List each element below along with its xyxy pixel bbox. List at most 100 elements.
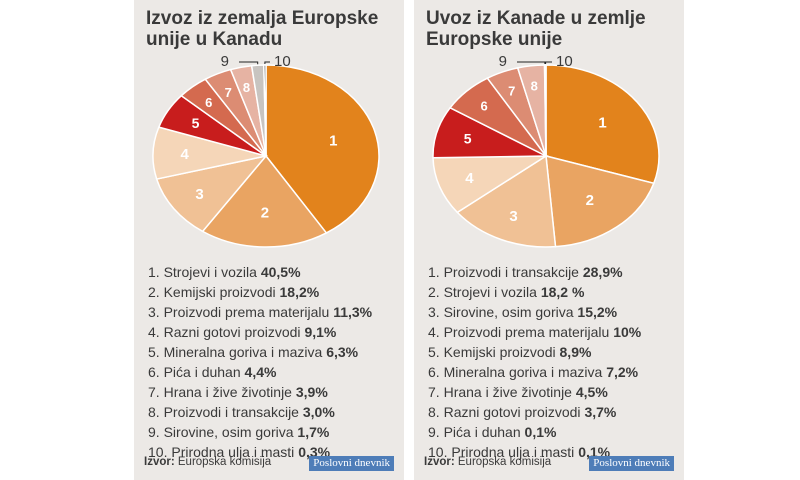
legend-category: Strojevi i vozila	[163, 264, 261, 280]
legend-category: Sirovine, osim goriva	[443, 304, 578, 320]
legend-value: 18,2 %	[540, 284, 585, 300]
slice-label-8: 8	[243, 80, 250, 95]
legend-item-4: 4. Razni gotovi proizvodi 9,1%	[148, 322, 372, 342]
legend-category: Prirodna ulja i masti	[171, 444, 299, 460]
export-source: Izvor: Europska komisija	[144, 456, 271, 468]
legend-value: 6,3%	[326, 344, 359, 360]
legend-index: 2.	[148, 284, 164, 300]
legend-item-7: 7. Hrana i žive životinje 3,9%	[148, 382, 372, 402]
slice-label-6: 6	[480, 99, 487, 114]
export-panel: Izvoz iz zemalja Europske unije u Kanadu…	[134, 0, 404, 480]
brand-logo: Poslovni dnevnik	[589, 456, 674, 471]
pie-slice-2	[201, 154, 328, 248]
legend-category: Pića i duhan	[443, 424, 525, 440]
pie-slice-4	[432, 155, 549, 214]
legend-index: 6.	[428, 364, 444, 380]
legend-index: 3.	[148, 304, 164, 320]
import-legend: 1. Proizvodi i transakcije 28,9% 2. Stroj…	[428, 262, 641, 462]
leader-line-10	[264, 61, 270, 64]
leader-line-9	[239, 61, 259, 65]
legend-value: 1,7%	[297, 424, 330, 440]
legend-category: Kemijski proizvodi	[443, 344, 560, 360]
legend-value: 28,9%	[582, 264, 623, 280]
slice-label-5: 5	[192, 115, 200, 131]
legend-item-8: 8. Razni gotovi proizvodi 3,7%	[428, 402, 641, 422]
legend-category: Proizvodi prema materijalu	[443, 324, 614, 340]
legend-category: Proizvodi i transakcije	[163, 404, 303, 420]
legend-value: 0,1%	[524, 424, 557, 440]
legend-index: 9.	[148, 424, 164, 440]
legend-value: 18,2%	[279, 284, 320, 300]
slice-label-2: 2	[261, 204, 269, 221]
legend-item-7: 7. Hrana i žive životinje 4,5%	[428, 382, 641, 402]
legend-category: Proizvodi prema materijalu	[163, 304, 334, 320]
legend-value: 15,2%	[577, 304, 618, 320]
brand-logo: Poslovni dnevnik	[309, 456, 394, 471]
slice-label-9: 9	[221, 53, 229, 70]
export-chart-title: Izvoz iz zemalja Europske unije u Kanadu	[146, 8, 379, 50]
legend-index: 1.	[428, 264, 444, 280]
legend-item-5: 5. Kemijski proizvodi 8,9%	[428, 342, 641, 362]
pie-slice-1	[545, 64, 660, 185]
legend-item-3: 3. Sirovine, osim goriva 15,2%	[428, 302, 641, 322]
slice-label-4: 4	[181, 146, 190, 163]
legend-value: 3,7%	[584, 404, 617, 420]
legend-value: 11,3%	[333, 304, 373, 320]
legend-value: 8,9%	[559, 344, 592, 360]
legend-value: 3,0%	[302, 404, 335, 420]
slice-label-1: 1	[329, 132, 337, 149]
legend-category: Strojevi i vozila	[443, 284, 541, 300]
legend-index: 3.	[428, 304, 444, 320]
pie-slice-3	[155, 154, 268, 233]
slice-label-7: 7	[225, 85, 232, 100]
legend-item-5: 5. Mineralna goriva i maziva 6,3%	[148, 342, 372, 362]
legend-item-4: 4. Proizvodi prema materijalu 10%	[428, 322, 641, 342]
legend-item-10: 10. Prirodna ulja i masti 0,1%	[428, 442, 641, 462]
legend-index: 4.	[428, 324, 444, 340]
leader-line-10	[545, 61, 552, 64]
source-label: Izvor:	[424, 456, 455, 468]
legend-index: 7.	[148, 384, 164, 400]
legend-index: 10.	[148, 444, 172, 460]
legend-item-6: 6. Mineralna goriva i maziva 7,2%	[428, 362, 641, 382]
legend-item-1: 1. Strojevi i vozila 40,5%	[148, 262, 372, 282]
legend-category: Razni gotovi proizvodi	[443, 404, 585, 420]
import-source: Izvor: Europska komisija	[424, 456, 551, 468]
legend-item-9: 9. Sirovine, osim goriva 1,7%	[148, 422, 372, 442]
legend-value: 4,5%	[575, 384, 608, 400]
legend-category: Prirodna ulja i masti	[451, 444, 579, 460]
legend-value: 7,2%	[606, 364, 639, 380]
legend-index: 7.	[428, 384, 444, 400]
import-pie-chart: 1 2 3 4 5 6 7 8 9 10	[432, 53, 660, 248]
legend-category: Mineralna goriva i maziva	[443, 364, 607, 380]
legend-category: Pića i duhan	[163, 364, 245, 380]
legend-value: 4,4%	[244, 364, 277, 380]
legend-item-2: 2. Strojevi i vozila 18,2 %	[428, 282, 641, 302]
pie-slice-10	[544, 64, 547, 157]
legend-index: 2.	[428, 284, 444, 300]
slice-label-6: 6	[205, 95, 212, 110]
legend-index: 5.	[428, 344, 444, 360]
legend-value: 9,1%	[304, 324, 337, 340]
legend-value: 10%	[613, 324, 642, 340]
legend-category: Proizvodi i transakcije	[443, 264, 583, 280]
legend-item-8: 8. Proizvodi i transakcije 3,0%	[148, 402, 372, 422]
slice-label-2: 2	[586, 192, 594, 209]
legend-value: 40,5%	[260, 264, 301, 280]
source-label: Izvor:	[144, 456, 175, 468]
slice-label-10: 10	[556, 53, 573, 70]
slice-label-8: 8	[531, 79, 538, 94]
legend-item-6: 6. Pića i duhan 4,4%	[148, 362, 372, 382]
legend-category: Hrana i žive životinje	[163, 384, 296, 400]
legend-index: 8.	[148, 404, 164, 420]
legend-category: Hrana i žive životinje	[443, 384, 576, 400]
slice-label-1: 1	[598, 115, 606, 132]
leader-line-9	[517, 61, 546, 64]
slice-label-5: 5	[464, 131, 472, 147]
slice-label-3: 3	[509, 208, 517, 225]
legend-index: 10.	[428, 444, 452, 460]
legend-category: Mineralna goriva i maziva	[163, 344, 327, 360]
pie-slice-2	[545, 155, 655, 248]
source-value: Europska komisija	[177, 456, 272, 468]
legend-item-3: 3. Proizvodi prema materijalu 11,3%	[148, 302, 372, 322]
